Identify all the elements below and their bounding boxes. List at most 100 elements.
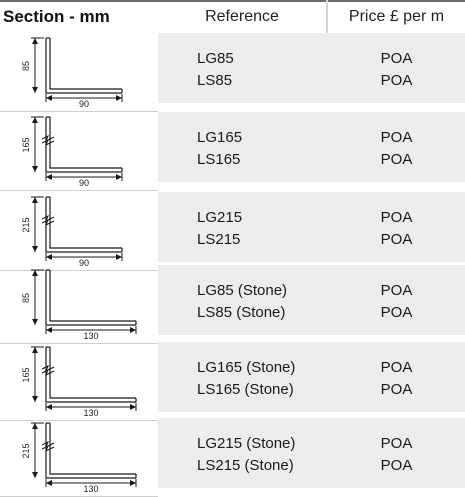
row-background (158, 33, 465, 103)
section-profile-outer (45, 270, 136, 326)
section-profile-svg: 85 90 (21, 37, 123, 109)
section-profile-inner (49, 270, 136, 322)
row-divider (0, 270, 158, 271)
arrowhead-icon (46, 95, 52, 101)
reference-column-header: Reference (205, 8, 279, 25)
arrowhead-icon (116, 95, 122, 101)
section-profile-svg: 165 90 (21, 116, 123, 188)
arrowhead-icon (32, 87, 38, 93)
break-mark-icon (41, 138, 55, 147)
reference-line-2: LS215 (197, 231, 241, 248)
table-row: 215 130 LG215 (Stone) LS215 (Stone) POA P… (0, 418, 465, 497)
reference-cell: LG215 LS215 (197, 207, 242, 251)
price-line-1: POA (380, 359, 413, 376)
section-profile-svg: 215 130 (21, 422, 137, 494)
section-profile-outer (45, 38, 122, 94)
section-profile-inner (49, 423, 136, 475)
section-profile-svg: 85 130 (21, 269, 137, 341)
reference-line-2: LS165 (Stone) (197, 381, 294, 398)
price-cell: POA POA (328, 433, 465, 477)
arrowhead-icon (32, 246, 38, 252)
table-row: 215 90 LG215 LS215 POA POA (0, 192, 465, 271)
price-column-header: Price £ per m (348, 8, 445, 25)
row-divider (0, 420, 158, 421)
height-dimension-label: 165 (21, 367, 31, 382)
section-column-header: Section - mm (3, 7, 110, 26)
arrowhead-icon (32, 38, 38, 44)
table-row: 85 130 LG85 (Stone) LS85 (Stone) POA POA (0, 265, 465, 344)
table-row: 165 130 LG165 (Stone) LS165 (Stone) POA P… (0, 342, 465, 421)
width-dimension-label: 90 (79, 258, 89, 268)
section-profile-svg: 215 90 (21, 196, 123, 268)
reference-cell: LG165 (Stone) LS165 (Stone) (197, 357, 295, 401)
arrowhead-icon (32, 396, 38, 402)
row-background (158, 265, 465, 335)
arrowhead-icon (116, 254, 122, 260)
break-mark-icon (41, 444, 55, 453)
break-mark-icon (41, 368, 55, 377)
price-cell: POA POA (328, 207, 465, 251)
break-mark-icon (41, 364, 55, 373)
height-dimension-label: 165 (21, 137, 31, 152)
reference-line-2: LS85 (197, 72, 233, 89)
width-dimension-label: 90 (79, 178, 89, 188)
reference-line-1: LG215 (Stone) (197, 435, 296, 452)
row-background (158, 418, 465, 488)
price-line-1: POA (380, 282, 413, 299)
arrowhead-icon (32, 472, 38, 478)
price-line-1: POA (380, 435, 413, 452)
height-dimension-label: 85 (21, 61, 31, 71)
arrowhead-icon (46, 174, 52, 180)
section-drawing: 215 90 (0, 192, 158, 271)
arrowhead-icon (46, 327, 52, 333)
reference-cell: LG215 (Stone) LS215 (Stone) (197, 433, 295, 477)
section-profile-inner (49, 117, 122, 169)
break-mark-icon (41, 218, 55, 227)
price-cell: POA POA (328, 127, 465, 171)
price-line-2: POA (380, 72, 413, 89)
width-dimension-label: 130 (83, 484, 98, 494)
width-dimension-label: 90 (79, 99, 89, 109)
reference-cell: LG85 LS85 (197, 48, 234, 92)
arrowhead-icon (32, 197, 38, 203)
arrowhead-icon (32, 423, 38, 429)
section-profile-outer (45, 423, 136, 479)
section-drawing: 85 90 (0, 33, 158, 112)
break-mark-icon (41, 440, 55, 449)
arrowhead-icon (32, 319, 38, 325)
price-line-2: POA (380, 457, 413, 474)
reference-line-1: LG215 (197, 209, 243, 226)
reference-cell: LG165 LS165 (197, 127, 242, 171)
height-dimension-label: 215 (21, 217, 31, 232)
arrowhead-icon (130, 404, 136, 410)
header-divider (326, 0, 328, 33)
reference-line-1: LG165 (197, 129, 243, 146)
price-line-2: POA (380, 304, 413, 321)
section-drawing: 215 130 (0, 418, 158, 497)
reference-line-2: LS85 (Stone) (197, 304, 286, 321)
table-row: 165 90 LG165 LS165 POA POA (0, 112, 465, 191)
row-background (158, 192, 465, 262)
price-cell: POA POA (328, 357, 465, 401)
height-dimension-label: 85 (21, 293, 31, 303)
price-line-1: POA (380, 50, 413, 67)
reference-line-2: LS215 (Stone) (197, 457, 294, 474)
section-profile-outer (45, 347, 136, 403)
arrowhead-icon (32, 117, 38, 123)
reference-line-1: LG85 (197, 50, 234, 67)
width-dimension-label: 130 (83, 408, 98, 418)
section-drawing: 165 130 (0, 342, 158, 421)
section-profile-inner (49, 347, 136, 399)
arrowhead-icon (46, 254, 52, 260)
section-profile-outer (45, 117, 122, 173)
section-drawing: 165 90 (0, 112, 158, 191)
price-cell: POA POA (328, 280, 465, 324)
table-header: Section - mm Reference Price £ per m (0, 0, 465, 33)
arrowhead-icon (46, 404, 52, 410)
arrowhead-icon (46, 480, 52, 486)
price-line-2: POA (380, 381, 413, 398)
price-line-2: POA (380, 151, 413, 168)
section-profile-inner (49, 38, 122, 90)
arrowhead-icon (130, 480, 136, 486)
break-mark-icon (41, 134, 55, 143)
